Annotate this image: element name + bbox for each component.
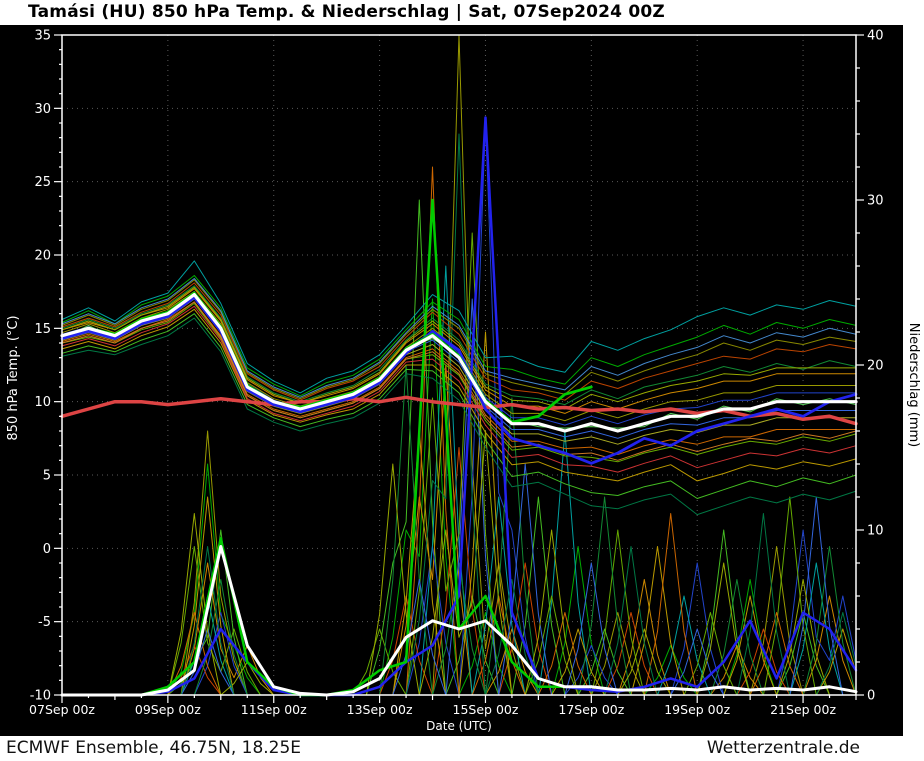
- precip-member-line: [61, 447, 857, 696]
- temp-member-line: [61, 313, 857, 499]
- temp-tick-label: 5: [43, 469, 51, 484]
- temp-control-line: [60, 296, 858, 465]
- y-axis-label-temp: 850 hPa Temp. (°C): [6, 315, 21, 441]
- temp-tick-label: -5: [38, 615, 51, 630]
- precip-member-line: [61, 430, 857, 696]
- temp-member-line: [61, 301, 857, 461]
- precip-mean-line: [60, 545, 858, 697]
- y-axis-label-precip: Niederschlag (mm): [906, 322, 921, 448]
- temp-member-line: [61, 260, 857, 394]
- precip-tick-label: 0: [867, 689, 875, 704]
- temp-mean-line: [60, 293, 858, 433]
- precip-tick-label: 40: [867, 29, 884, 44]
- temp-tick-label: 20: [34, 249, 51, 264]
- date-tick-label: 17Sep 00z: [558, 702, 624, 717]
- temp-member-line: [61, 278, 857, 398]
- temp-member-line: [61, 275, 857, 397]
- chart-title-text: Tamási (HU) 850 hPa Temp. & Niederschlag…: [28, 2, 665, 22]
- temp-tick-label: 0: [43, 542, 51, 557]
- date-tick-label: 13Sep 00z: [347, 702, 413, 717]
- date-tick-label: 09Sep 00z: [135, 702, 201, 717]
- precip-tick-label: 30: [867, 194, 884, 209]
- date-tick-label: 07Sep 00z: [29, 702, 95, 717]
- x-axis-label: Date (UTC): [426, 719, 492, 733]
- temp-tick-label: 30: [34, 102, 51, 117]
- temp-tick-label: 10: [34, 395, 51, 410]
- date-tick-label: 19Sep 00z: [664, 702, 730, 717]
- temp-member-line: [61, 308, 857, 482]
- temp-member-line: [61, 279, 857, 400]
- date-tick-label: 21Sep 00z: [770, 702, 836, 717]
- date-tick-label: 11Sep 00z: [241, 702, 307, 717]
- temp-member-line: [61, 317, 857, 516]
- footer-brand: Wetterzentrale.de: [706, 738, 860, 758]
- temp-member-line: [61, 305, 857, 473]
- precip-control-line: [60, 116, 858, 697]
- temp-tick-label: 35: [34, 29, 51, 44]
- precip-member-line: [61, 232, 857, 696]
- precip-tick-label: 10: [867, 524, 884, 539]
- temp-member-line: [61, 302, 857, 463]
- temp-tick-label: -10: [30, 689, 51, 704]
- temp-member-line: [61, 282, 857, 401]
- precip-tick-label: 20: [867, 359, 884, 374]
- temp-tick-label: 15: [34, 322, 51, 337]
- temp-member-line: [61, 288, 857, 414]
- temp-member-line: [61, 286, 857, 410]
- footer-model-info: ECMWF Ensemble, 46.75N, 18.25E: [6, 738, 302, 758]
- temp-member-line: [61, 285, 857, 406]
- right-margin-strip: [903, 25, 924, 737]
- footer: ECMWF Ensemble, 46.75N, 18.25E Wetterzen…: [0, 736, 924, 761]
- page-title: Tamási (HU) 850 hPa Temp. & Niederschlag…: [0, 0, 924, 25]
- temp-tick-label: 25: [34, 175, 51, 190]
- date-tick-label: 15Sep 00z: [453, 702, 519, 717]
